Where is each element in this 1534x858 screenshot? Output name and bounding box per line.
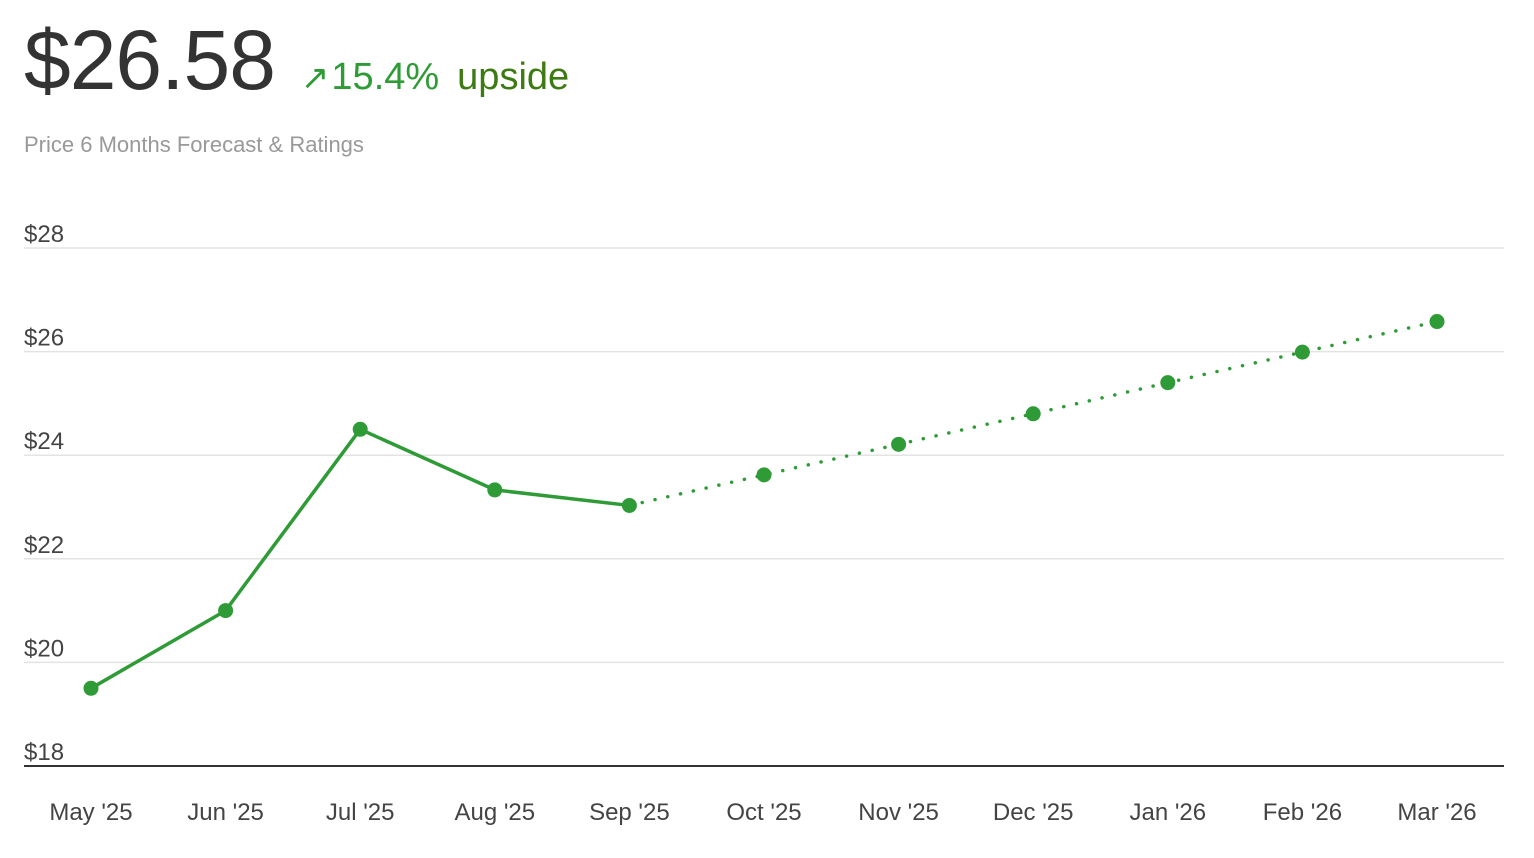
data-point[interactable]	[756, 467, 772, 483]
x-tick-label: Oct '25	[726, 799, 801, 826]
x-tick-label: Jul '25	[326, 799, 395, 826]
data-point[interactable]	[1429, 314, 1445, 330]
data-point[interactable]	[1025, 406, 1041, 422]
x-tick-label: Jan '26	[1129, 799, 1206, 826]
x-axis-ticks: May '25 Jun '25 Jul '25 Aug '25 Sep '25 Oct '…	[49, 799, 1476, 826]
y-axis-ticks: $18 $20 $22 $24 $26 $28	[24, 221, 64, 766]
y-tick-label: $28	[24, 221, 64, 248]
x-tick-label: Nov '25	[858, 799, 939, 826]
change-percent: 15.4%	[331, 56, 440, 98]
data-point[interactable]	[83, 680, 99, 696]
x-tick-label: Dec '25	[993, 799, 1074, 826]
y-tick-label: $24	[24, 428, 64, 455]
chart-subtitle: Price 6 Months Forecast & Ratings	[24, 132, 364, 157]
y-tick-label: $20	[24, 635, 64, 662]
current-price: $26.58	[24, 13, 276, 107]
x-tick-label: Mar '26	[1397, 799, 1476, 826]
data-point[interactable]	[352, 421, 368, 437]
x-tick-label: Sep '25	[589, 799, 670, 826]
grid-lines	[24, 247, 1504, 664]
x-tick-label: May '25	[49, 799, 132, 826]
change-indicator: ↗ 15.4% upside	[301, 56, 569, 99]
data-points	[83, 314, 1445, 696]
data-point[interactable]	[487, 482, 503, 498]
series-lines	[89, 319, 1439, 691]
x-tick-label: Jun '25	[187, 799, 264, 826]
x-tick-label: Feb '26	[1263, 799, 1342, 826]
y-tick-label: $22	[24, 532, 64, 559]
data-point[interactable]	[891, 436, 907, 452]
y-tick-label: $18	[24, 739, 64, 766]
data-point[interactable]	[1294, 344, 1310, 360]
y-tick-label: $26	[24, 325, 64, 352]
price-header: $26.58 ↗ 15.4% upside	[24, 18, 569, 102]
data-point[interactable]	[621, 497, 637, 513]
data-point[interactable]	[1160, 375, 1176, 391]
arrow-up-right-icon: ↗	[300, 59, 330, 97]
x-tick-label: Aug '25	[454, 799, 535, 826]
data-point[interactable]	[218, 603, 234, 619]
change-label: upside	[457, 56, 570, 98]
